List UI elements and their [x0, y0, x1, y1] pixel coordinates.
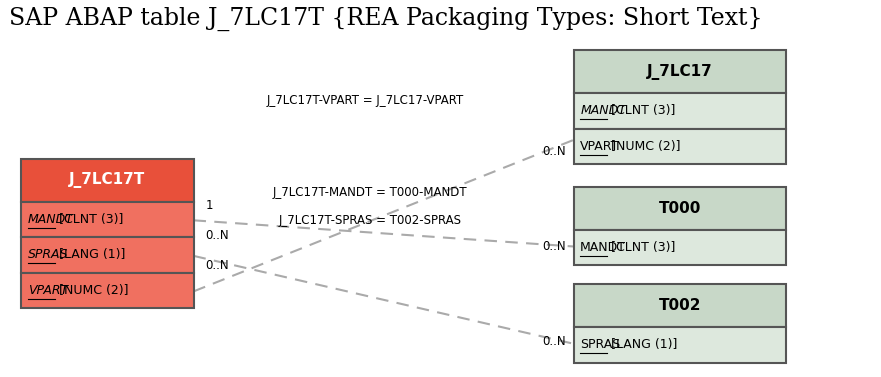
Text: [LANG (1)]: [LANG (1)]: [607, 338, 677, 351]
Text: SAP ABAP table J_7LC17T {REA Packaging Types: Short Text}: SAP ABAP table J_7LC17T {REA Packaging T…: [10, 7, 763, 31]
Text: J_7LC17: J_7LC17: [647, 64, 713, 80]
Text: MANDT: MANDT: [581, 104, 626, 117]
Text: 0..N: 0..N: [542, 336, 566, 348]
FancyBboxPatch shape: [21, 202, 194, 237]
Text: [CLNT (3)]: [CLNT (3)]: [55, 213, 123, 226]
Text: J_7LC17T-SPRAS = T002-SPRAS: J_7LC17T-SPRAS = T002-SPRAS: [278, 214, 461, 227]
Text: T000: T000: [659, 201, 701, 216]
Text: J_7LC17T-VPART = J_7LC17-VPART: J_7LC17T-VPART = J_7LC17-VPART: [267, 94, 464, 107]
Text: VPART: VPART: [28, 284, 68, 297]
Text: J_7LC17T: J_7LC17T: [70, 172, 145, 188]
Text: T002: T002: [659, 298, 701, 313]
Text: J_7LC17T-MANDT = T000-MANDT: J_7LC17T-MANDT = T000-MANDT: [272, 186, 467, 199]
Text: SPRAS: SPRAS: [581, 338, 620, 351]
FancyBboxPatch shape: [574, 284, 786, 327]
Text: [NUMC (2)]: [NUMC (2)]: [607, 140, 681, 153]
Text: VPART: VPART: [581, 140, 619, 153]
Text: 0..N: 0..N: [542, 240, 566, 253]
Text: 0..N: 0..N: [205, 259, 229, 272]
FancyBboxPatch shape: [574, 230, 786, 265]
FancyBboxPatch shape: [21, 237, 194, 273]
Text: [CLNT (3)]: [CLNT (3)]: [607, 241, 676, 254]
FancyBboxPatch shape: [574, 327, 786, 363]
FancyBboxPatch shape: [574, 50, 786, 93]
Text: MANDT: MANDT: [28, 213, 74, 226]
FancyBboxPatch shape: [574, 187, 786, 230]
Text: [LANG (1)]: [LANG (1)]: [55, 248, 125, 261]
FancyBboxPatch shape: [574, 129, 786, 164]
Text: SPRAS: SPRAS: [28, 248, 68, 261]
Text: [NUMC (2)]: [NUMC (2)]: [55, 284, 129, 297]
FancyBboxPatch shape: [574, 93, 786, 129]
FancyBboxPatch shape: [21, 273, 194, 308]
Text: 0..N: 0..N: [542, 144, 566, 158]
FancyBboxPatch shape: [21, 159, 194, 202]
Text: MANDT: MANDT: [581, 241, 626, 254]
Text: 1: 1: [205, 199, 213, 212]
Text: [CLNT (3)]: [CLNT (3)]: [607, 104, 676, 117]
Text: 0..N: 0..N: [205, 229, 229, 242]
